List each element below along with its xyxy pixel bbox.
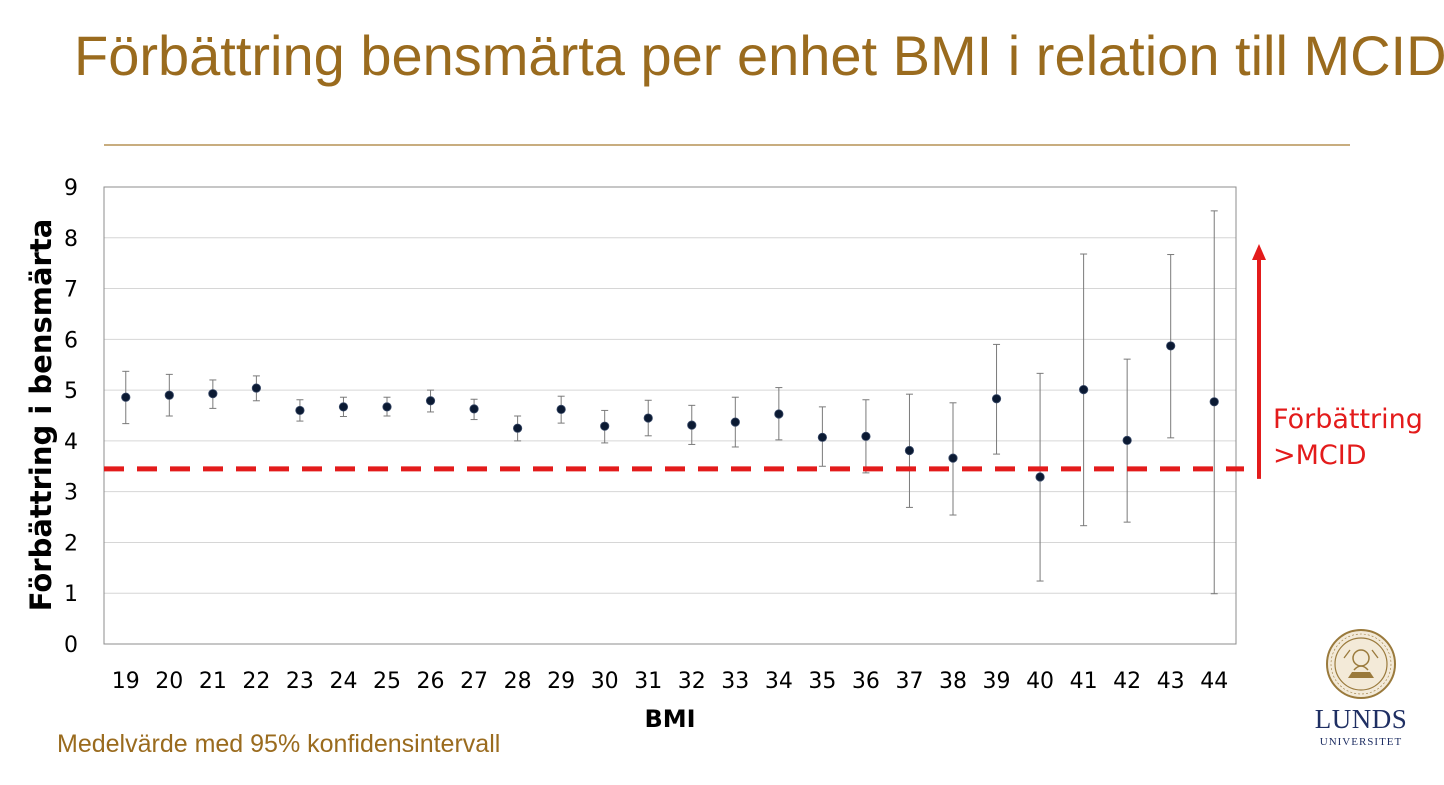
x-tick-label: 41 — [1070, 669, 1098, 694]
x-axis-ticks: 19 20 21 22 23 24 25 26 27 28 29 30 31 32 33 34 35 36 37 38… — [112, 669, 1228, 694]
x-tick-label: 19 — [112, 669, 140, 694]
data-point — [1166, 341, 1176, 351]
data-point — [687, 420, 697, 430]
slide-title: Förbättring bensmärta per enhet BMI i re… — [74, 24, 1444, 87]
plot-frame — [103, 186, 1237, 645]
data-point — [251, 383, 261, 393]
data-point — [817, 432, 827, 442]
data-point — [774, 409, 784, 419]
y-tick-label: 3 — [64, 481, 78, 506]
y-tick-label: 5 — [64, 379, 78, 404]
data-point — [382, 402, 392, 412]
x-axis-label: BMI — [644, 705, 695, 733]
x-tick-label: 34 — [765, 669, 793, 694]
data-point — [208, 389, 218, 399]
data-point — [164, 390, 174, 400]
y-axis-ticks: 0 1 2 3 4 5 6 7 8 9 — [64, 176, 78, 658]
y-tick-label: 0 — [64, 633, 78, 658]
data-point — [730, 417, 740, 427]
y-tick-label: 4 — [64, 430, 78, 455]
data-point — [1079, 385, 1089, 395]
data-point — [904, 445, 915, 456]
data-point — [1209, 397, 1219, 407]
logo-wordmark-universitet: UNIVERSITET — [1319, 736, 1403, 748]
data-point — [295, 405, 305, 416]
x-tick-label: 36 — [852, 669, 880, 694]
x-tick-label: 38 — [939, 669, 967, 694]
x-tick-label: 20 — [155, 669, 183, 694]
x-tick-label: 24 — [329, 669, 357, 694]
x-tick-label: 37 — [895, 669, 923, 694]
annotation-line-2: >MCID — [1273, 440, 1367, 471]
x-tick-label: 22 — [242, 669, 270, 694]
data-point — [643, 413, 653, 423]
university-seal-icon — [1326, 629, 1396, 699]
y-tick-label: 6 — [64, 328, 78, 353]
x-tick-label: 27 — [460, 669, 488, 694]
title-divider — [104, 144, 1350, 146]
x-tick-label: 42 — [1113, 669, 1141, 694]
x-tick-label: 44 — [1200, 669, 1228, 694]
data-point — [1122, 435, 1132, 445]
error-bars — [122, 210, 1218, 595]
data-point — [991, 394, 1002, 404]
x-tick-label: 26 — [417, 669, 445, 694]
x-tick-label: 40 — [1026, 669, 1054, 694]
x-tick-label: 39 — [983, 669, 1011, 694]
mean-points — [121, 341, 1219, 482]
y-axis-label: Förbättring i bensmärta — [24, 219, 58, 612]
data-point — [338, 402, 349, 412]
x-tick-label: 32 — [678, 669, 706, 694]
data-point — [513, 423, 523, 433]
x-tick-label: 28 — [504, 669, 532, 694]
footnote: Medelvärde med 95% konfidensintervall — [57, 730, 501, 758]
x-tick-label: 30 — [591, 669, 619, 694]
x-tick-label: 21 — [199, 669, 227, 694]
data-point — [1035, 472, 1045, 482]
gridlines — [104, 237, 1236, 594]
y-tick-label: 7 — [64, 278, 78, 303]
data-point — [861, 431, 871, 441]
data-point — [600, 421, 610, 431]
x-tick-label: 23 — [286, 669, 314, 694]
improvement-arrow-head — [1252, 244, 1266, 260]
annotation-line-1: Förbättring — [1273, 404, 1423, 435]
x-tick-label: 29 — [547, 669, 575, 694]
y-tick-label: 9 — [64, 176, 78, 201]
y-tick-label: 8 — [64, 227, 78, 252]
university-logo: LUNDS UNIVERSITET — [1306, 628, 1416, 758]
data-point — [556, 404, 566, 415]
x-tick-label: 33 — [721, 669, 749, 694]
y-tick-label: 2 — [64, 531, 78, 556]
y-tick-label: 1 — [64, 582, 78, 607]
data-point — [469, 404, 479, 414]
data-point — [948, 453, 958, 463]
x-tick-label: 25 — [373, 669, 401, 694]
data-point — [425, 396, 436, 406]
logo-wordmark-lunds: LUNDS — [1314, 704, 1408, 734]
data-point — [121, 392, 131, 402]
x-tick-label: 31 — [634, 669, 662, 694]
x-tick-label: 43 — [1157, 669, 1185, 694]
x-tick-label: 35 — [808, 669, 836, 694]
